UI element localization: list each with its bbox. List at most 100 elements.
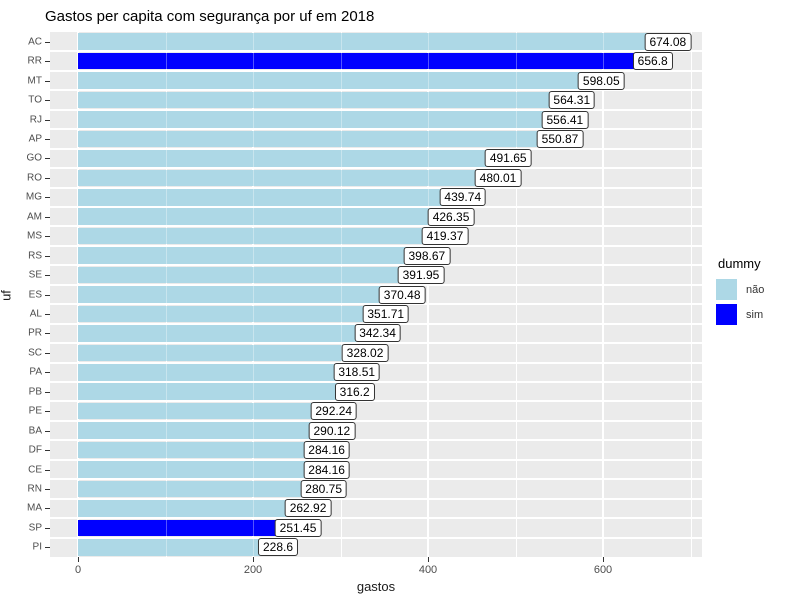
gridline-overlay — [428, 32, 429, 557]
bar-value-label: 284.16 — [303, 460, 350, 479]
y-tick-mark — [45, 508, 50, 510]
y-tick-label-rs: RS — [28, 250, 42, 262]
bar-value-label: 316.2 — [334, 382, 375, 401]
y-tick-mark — [45, 430, 50, 432]
y-tick-label-ms: MS — [27, 230, 42, 242]
bar-mt — [78, 72, 602, 89]
y-gridline — [50, 400, 702, 403]
y-tick-label-am: AM — [27, 211, 42, 223]
legend-title: dummy — [718, 256, 761, 271]
y-tick-label-rr: RR — [27, 55, 42, 67]
y-tick-mark — [45, 41, 50, 43]
bar-al — [78, 305, 386, 323]
bar-ma — [78, 500, 309, 517]
y-tick-label-es: ES — [28, 289, 42, 300]
x-axis-title: gastos — [356, 579, 396, 594]
bar-sc — [78, 344, 366, 362]
legend-swatch — [716, 279, 737, 300]
bar-pi — [78, 539, 279, 556]
bar-value-label: 556.41 — [541, 110, 589, 129]
y-tick-label-ac: AC — [28, 36, 42, 48]
bar-value-label: 280.75 — [300, 479, 348, 498]
y-gridline — [50, 225, 702, 228]
bar-pb — [78, 383, 355, 400]
y-gridline — [50, 497, 702, 500]
y-gridline — [50, 517, 702, 520]
bar-value-label: 491.65 — [484, 149, 532, 168]
bar-value-label: 262.92 — [284, 499, 332, 518]
y-tick-mark — [45, 469, 50, 471]
bar-mg — [78, 189, 463, 206]
bar-rs — [78, 247, 427, 264]
y-tick-label-ma: MA — [27, 502, 42, 514]
plot-panel: 674.08 656.8 598.05 564.31 556.41 550.87 491.6… — [50, 32, 702, 557]
bar-rj — [78, 111, 565, 128]
y-gridline — [50, 322, 702, 325]
bar-sp — [78, 519, 299, 537]
bar-am — [78, 208, 452, 225]
x-tick-label-200: 200 — [243, 564, 263, 576]
gridline-overlay — [340, 32, 342, 557]
y-gridline — [50, 89, 702, 92]
y-tick-mark — [45, 488, 50, 490]
y-tick-mark — [45, 119, 50, 121]
y-gridline — [50, 342, 702, 345]
bar-value-label: 318.51 — [333, 363, 381, 382]
y-gridline — [50, 478, 702, 481]
bar-pr — [78, 325, 378, 342]
x-tick-label-600: 600 — [593, 564, 613, 576]
y-gridline — [50, 147, 702, 150]
gridline-overlay — [253, 32, 254, 557]
y-gridline — [50, 439, 702, 442]
y-gridline — [50, 69, 702, 72]
y-tick-mark — [45, 547, 50, 549]
x-tick-mark — [428, 557, 429, 562]
gridline-overlay — [603, 32, 604, 557]
y-axis-title: uf — [0, 290, 14, 301]
y-tick-mark — [45, 294, 50, 296]
y-tick-label-pr: PR — [28, 327, 42, 339]
y-gridline — [50, 381, 702, 383]
bar-rr — [78, 52, 653, 70]
bar-pe — [78, 402, 334, 420]
bar-value-label: 228.6 — [258, 538, 299, 557]
y-tick-label-mg: MG — [25, 191, 42, 203]
y-tick-mark — [45, 275, 50, 277]
x-tick-mark — [253, 557, 254, 562]
y-tick-mark — [45, 61, 50, 63]
legend-label: não — [746, 283, 765, 296]
bar-go — [78, 150, 509, 167]
y-tick-label-se: SE — [28, 269, 42, 281]
x-tick-mark — [603, 557, 604, 562]
gridline-overlay — [165, 32, 167, 557]
y-tick-label-to: TO — [28, 94, 42, 106]
bar-pa — [78, 364, 357, 381]
bar-value-label: 370.48 — [378, 285, 426, 304]
y-tick-mark — [45, 138, 50, 140]
bar-value-label: 426.35 — [427, 207, 475, 226]
y-gridline — [50, 50, 702, 53]
y-tick-label-pb: PB — [28, 386, 42, 398]
y-gridline — [50, 303, 702, 306]
bar-value-label: 674.08 — [644, 32, 692, 51]
bar-value-label: 480.01 — [474, 168, 522, 187]
y-tick-label-go: GO — [26, 152, 42, 164]
x-major-gridline — [602, 32, 604, 557]
bar-rn — [78, 480, 324, 498]
y-tick-label-ce: CE — [28, 464, 42, 475]
y-tick-mark — [45, 411, 50, 413]
y-gridline — [50, 128, 702, 131]
gridline-overlay — [690, 32, 692, 557]
y-gridline — [50, 283, 702, 286]
bar-value-label: 656.8 — [632, 52, 673, 71]
bar-ms — [78, 227, 445, 245]
y-tick-mark — [45, 158, 50, 160]
y-tick-mark — [45, 391, 50, 393]
bar-ba — [78, 422, 332, 439]
y-tick-label-pi: PI — [32, 541, 42, 553]
y-tick-mark — [45, 313, 50, 315]
y-tick-label-rn: RN — [27, 483, 42, 495]
bar-value-label: 439.74 — [439, 188, 487, 207]
y-tick-mark — [45, 197, 50, 199]
y-tick-label-mt: MT — [27, 75, 42, 87]
